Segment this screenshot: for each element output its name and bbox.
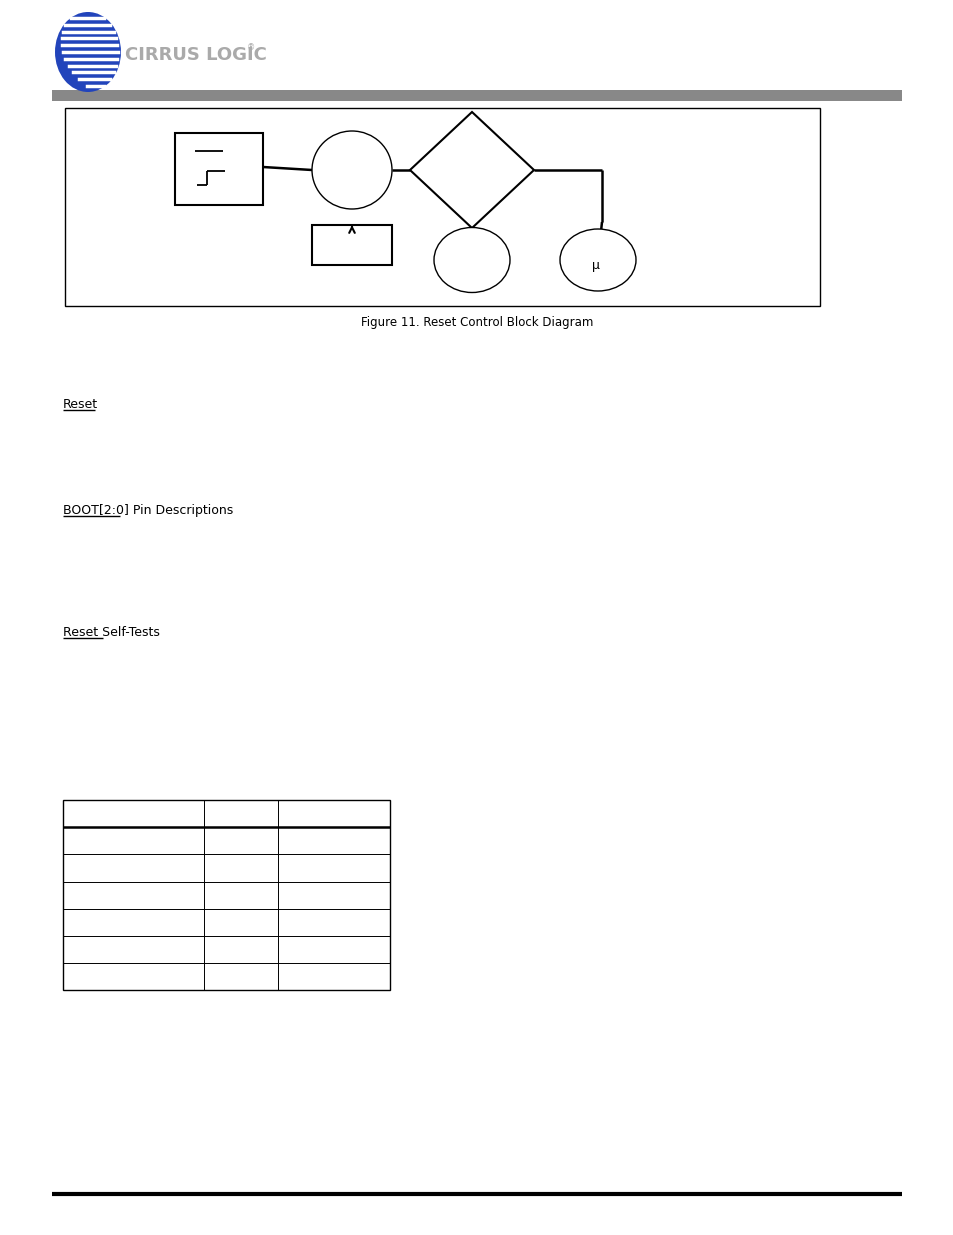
Bar xyxy=(65,107,820,306)
Ellipse shape xyxy=(559,228,636,291)
Ellipse shape xyxy=(434,227,510,293)
Text: BOOT[2:0] Pin Descriptions: BOOT[2:0] Pin Descriptions xyxy=(63,504,233,517)
Ellipse shape xyxy=(55,12,121,91)
Text: μ: μ xyxy=(592,259,599,273)
Bar xyxy=(312,225,392,266)
Text: CIRRUS LOGIC: CIRRUS LOGIC xyxy=(125,46,267,64)
Ellipse shape xyxy=(312,131,392,209)
Text: Reset: Reset xyxy=(63,398,98,411)
Polygon shape xyxy=(410,112,534,228)
Bar xyxy=(52,90,901,101)
Text: ®: ® xyxy=(247,43,255,52)
Text: Figure 11. Reset Control Block Diagram: Figure 11. Reset Control Block Diagram xyxy=(360,316,593,329)
Text: Reset Self-Tests: Reset Self-Tests xyxy=(63,626,160,638)
Bar xyxy=(63,800,390,990)
Bar xyxy=(174,133,263,205)
